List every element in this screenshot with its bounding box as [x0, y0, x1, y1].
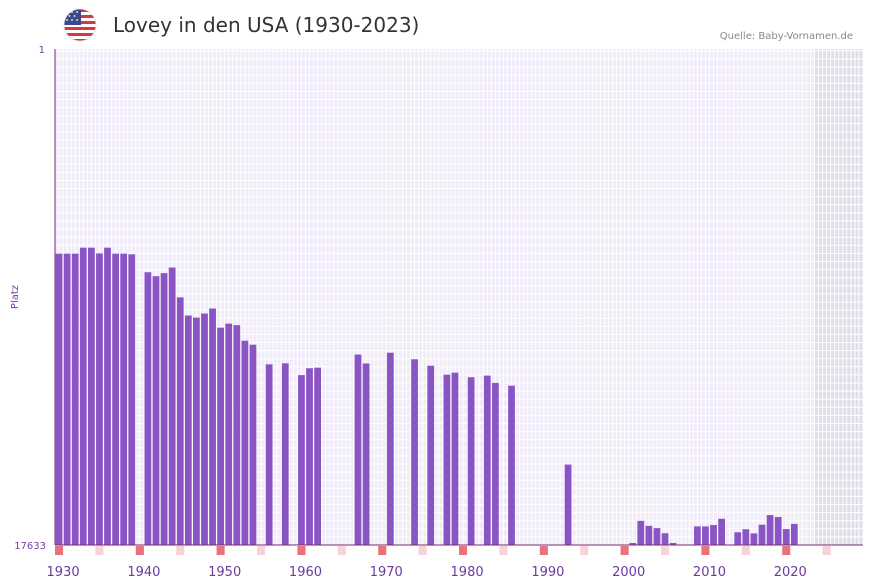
x-tick-1980: 1980 [451, 565, 484, 580]
chart-title: Lovey in den USA (1930-2023) [113, 13, 420, 37]
half-decade-marker [741, 546, 750, 555]
decade-marker [216, 546, 225, 555]
bar-1946 [193, 317, 200, 545]
decade-marker [620, 546, 629, 555]
y-tick-bottom: 17633 [14, 541, 46, 552]
bar-1937 [120, 253, 128, 545]
x-tick-1940: 1940 [127, 565, 160, 580]
bar-1957 [281, 363, 289, 545]
bar-1935 [104, 247, 111, 545]
bar-1941 [152, 276, 160, 545]
bar-2003 [653, 528, 661, 545]
bar-1966 [354, 354, 362, 545]
bar-2005 [669, 543, 677, 545]
half-decade-marker [499, 546, 508, 555]
x-tick-2010: 2010 [693, 565, 726, 580]
x-tick-1950: 1950 [208, 565, 241, 580]
half-decade-marker [580, 546, 589, 555]
bar-2009 [702, 526, 709, 545]
bar-2014 [742, 529, 750, 545]
bar-2019 [782, 529, 790, 545]
x-tick-1990: 1990 [531, 565, 564, 580]
half-decade-marker [661, 546, 670, 555]
decade-marker [378, 546, 387, 555]
half-decade-marker [257, 546, 266, 555]
bar-1982 [483, 375, 491, 545]
bar-1955 [265, 364, 273, 545]
bar-2015 [750, 533, 758, 545]
y-axis-label: Platz [10, 285, 21, 309]
source-label: Quelle: Baby-Vornamen.de [719, 31, 853, 42]
decade-marker [459, 546, 468, 555]
bar-1947 [201, 313, 208, 545]
half-decade-marker [176, 546, 185, 555]
x-tick-2000: 2000 [612, 565, 645, 580]
decade-marker [782, 546, 791, 555]
bar-1934 [96, 253, 103, 545]
x-tick-1960: 1960 [289, 565, 322, 580]
bar-2000 [629, 543, 637, 545]
bar-2011 [718, 518, 725, 545]
half-decade-marker [822, 546, 831, 555]
bar-1980 [467, 377, 475, 545]
decade-marker [55, 546, 64, 555]
bar-1943 [168, 267, 176, 545]
bar-1949 [217, 327, 225, 545]
bar-1932 [79, 247, 87, 545]
bar-1936 [112, 253, 119, 545]
bar-1933 [87, 247, 95, 545]
bar-2002 [645, 525, 653, 545]
half-decade-marker [337, 546, 346, 555]
bar-1961 [314, 367, 321, 545]
x-tick-2020: 2020 [774, 565, 807, 580]
y-tick-top: 1 [39, 45, 45, 56]
bar-1977 [443, 374, 451, 545]
bar-1973 [411, 359, 418, 545]
bar-1985 [508, 385, 515, 545]
bar-1992 [564, 464, 572, 545]
bar-1944 [176, 297, 184, 545]
bar-1960 [306, 368, 313, 545]
bar-2010 [710, 525, 717, 545]
bar-2004 [661, 533, 669, 545]
bar-2001 [637, 520, 645, 545]
decade-marker [135, 546, 144, 555]
bar-1938 [128, 254, 136, 545]
bar-1940 [144, 272, 152, 545]
bar-1948 [209, 308, 216, 545]
bar-1929 [55, 253, 63, 545]
bar-1951 [233, 325, 241, 545]
bar-1945 [184, 315, 192, 545]
bar-1967 [362, 363, 370, 545]
decade-marker [539, 546, 548, 555]
x-tick-1970: 1970 [370, 565, 403, 580]
bar-2020 [790, 523, 798, 545]
bar-2016 [758, 524, 766, 545]
bar-1950 [225, 323, 233, 545]
bar-1930 [63, 253, 71, 545]
bar-2018 [774, 516, 782, 545]
bar-2017 [766, 515, 774, 545]
bar-1959 [298, 375, 305, 545]
decade-marker [297, 546, 306, 555]
bar-2013 [734, 532, 742, 545]
bar-1931 [71, 253, 79, 545]
bar-1953 [249, 344, 257, 545]
bar-1983 [491, 382, 499, 545]
half-decade-marker [95, 546, 104, 555]
usa-flag-icon [63, 8, 97, 42]
bar-2008 [693, 526, 701, 545]
half-decade-marker [418, 546, 427, 555]
bar-1952 [241, 340, 249, 545]
decade-marker [701, 546, 710, 555]
bar-1975 [427, 365, 435, 545]
bar-1970 [386, 352, 394, 545]
x-tick-1930: 1930 [47, 565, 80, 580]
bar-1942 [160, 273, 168, 545]
bar-1978 [451, 372, 459, 545]
